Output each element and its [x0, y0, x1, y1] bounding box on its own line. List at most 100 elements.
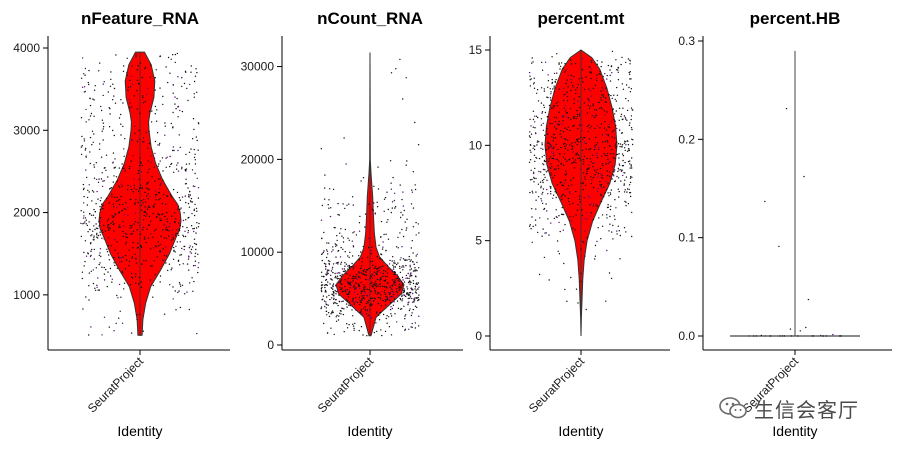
data-point: [410, 287, 412, 289]
data-point: [124, 170, 126, 172]
data-point: [529, 179, 532, 181]
data-point: [107, 218, 110, 220]
data-point: [384, 286, 386, 288]
data-point: [390, 315, 393, 317]
data-point: [528, 225, 531, 227]
y-tick-label: 0: [267, 338, 274, 352]
data-point: [394, 207, 396, 209]
data-point: [127, 86, 130, 89]
data-point: [385, 295, 387, 298]
data-point: [541, 144, 543, 146]
data-point: [621, 169, 623, 171]
data-point: [402, 191, 404, 193]
data-point: [175, 232, 177, 235]
data-point: [534, 224, 537, 226]
data-point: [537, 196, 540, 198]
data-point: [630, 88, 633, 90]
data-point: [131, 233, 133, 235]
data-point: [197, 271, 199, 274]
data-point: [366, 269, 368, 271]
data-point: [608, 230, 610, 232]
data-point: [409, 266, 411, 268]
data-point: [127, 214, 129, 216]
data-point: [631, 138, 633, 140]
data-point: [157, 178, 160, 180]
data-point: [383, 198, 386, 200]
data-point: [551, 151, 553, 153]
data-point: [139, 313, 141, 316]
data-point: [408, 301, 410, 303]
data-point: [628, 184, 631, 186]
data-point: [531, 178, 533, 181]
data-point: [192, 265, 195, 267]
data-point: [349, 287, 351, 289]
data-point: [90, 112, 93, 115]
data-point: [414, 275, 417, 277]
data-point: [537, 140, 539, 142]
data-point: [597, 176, 599, 178]
data-point: [339, 272, 341, 274]
data-point: [623, 115, 626, 117]
data-point: [415, 289, 417, 291]
data-point: [122, 102, 124, 104]
data-point: [558, 120, 560, 123]
data-point: [351, 262, 353, 265]
data-point: [565, 172, 568, 175]
data-point: [590, 68, 593, 70]
data-point: [547, 80, 550, 82]
data-point: [597, 187, 599, 189]
data-point: [590, 61, 593, 64]
data-point: [346, 273, 348, 275]
data-point: [620, 169, 622, 171]
data-point: [416, 253, 418, 256]
data-point: [88, 221, 90, 223]
data-point: [149, 279, 151, 281]
data-point: [600, 238, 602, 240]
data-point: [401, 276, 404, 279]
data-point: [401, 284, 403, 286]
data-point: [359, 301, 361, 303]
data-point: [554, 191, 556, 193]
data-point: [621, 118, 623, 121]
data-point: [358, 284, 360, 286]
data-point: [368, 237, 370, 240]
data-point: [379, 312, 381, 314]
data-point: [550, 99, 552, 101]
data-point: [399, 267, 401, 270]
data-point: [131, 276, 133, 278]
data-point: [555, 196, 557, 199]
data-point: [549, 97, 552, 99]
data-point: [615, 207, 617, 209]
data-point: [561, 194, 563, 196]
data-point: [397, 307, 400, 310]
data-point: [109, 113, 111, 115]
data-point: [398, 278, 401, 280]
data-point: [193, 227, 195, 230]
data-point: [529, 75, 531, 77]
data-point: [417, 223, 419, 225]
data-point: [549, 186, 551, 188]
data-point: [335, 293, 337, 295]
data-point: [391, 307, 394, 310]
data-point: [321, 204, 324, 207]
data-point: [387, 298, 389, 301]
data-point: [349, 266, 351, 268]
x-axis-label: Identity: [772, 423, 817, 439]
data-point: [396, 321, 398, 323]
data-point: [597, 125, 599, 127]
data-point: [122, 167, 124, 169]
data-point: [531, 216, 533, 218]
data-point: [399, 184, 401, 186]
data-point: [404, 259, 407, 261]
data-point: [102, 231, 104, 233]
data-point: [323, 300, 326, 302]
data-point: [365, 271, 367, 273]
data-point: [585, 142, 587, 145]
data-point: [147, 188, 149, 190]
data-point: [609, 215, 611, 218]
data-point: [577, 138, 580, 140]
data-point: [567, 74, 569, 77]
data-point: [600, 173, 602, 175]
data-point: [614, 113, 616, 115]
data-point: [174, 221, 176, 224]
